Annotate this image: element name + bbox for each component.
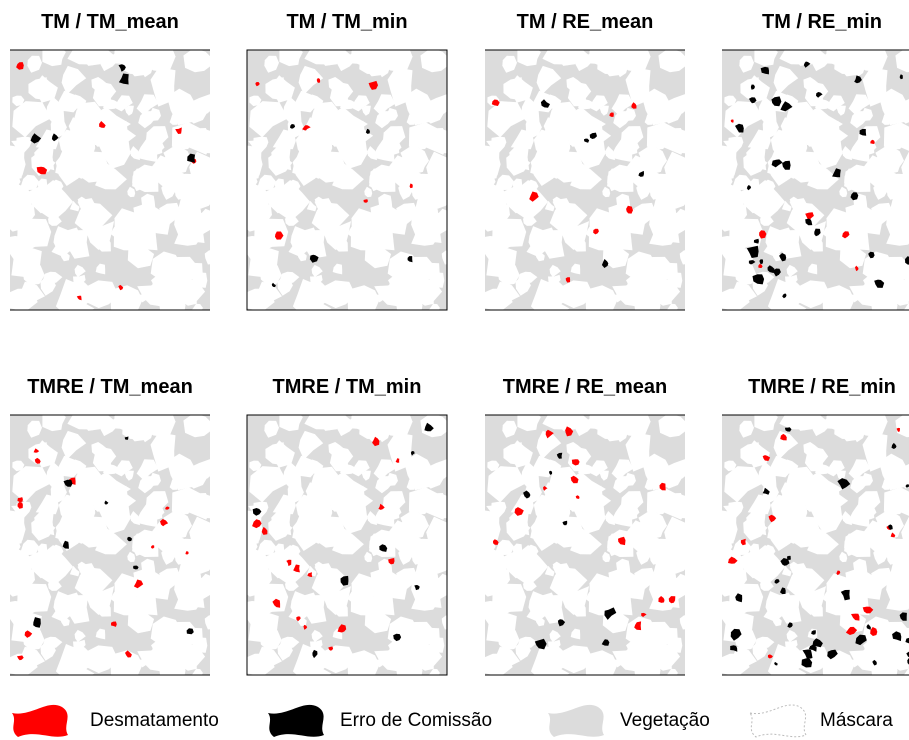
- legend-swatch: [548, 705, 604, 737]
- figure: TM / TM_mean TM / TM_min TM / RE_mean TM / …: [0, 0, 909, 740]
- mask-area: [467, 145, 500, 181]
- map: [467, 404, 698, 691]
- mask-area: [822, 650, 854, 686]
- panel-title: TM / RE_mean: [517, 11, 654, 33]
- panel-title: TMRE / TM_mean: [27, 376, 193, 398]
- panel-title: TMRE / TM_min: [273, 376, 422, 398]
- panel-title: TMRE / RE_min: [748, 376, 896, 398]
- legend-swatch: [268, 705, 324, 737]
- mask-area: [729, 584, 763, 612]
- mask-area: [347, 285, 379, 321]
- map: [0, 404, 223, 691]
- panel-title: TM / TM_min: [286, 11, 407, 33]
- legend-label: Máscara: [820, 710, 893, 731]
- mask-area: [704, 145, 737, 181]
- mask-area: [110, 285, 142, 321]
- legend-label: Desmatamento: [90, 710, 219, 731]
- mask-area: [229, 145, 262, 181]
- legend-swatch: [12, 705, 68, 737]
- map: [229, 39, 460, 326]
- mask-area: [254, 219, 288, 247]
- map: [467, 39, 698, 326]
- mask-area: [347, 650, 379, 686]
- mask-area: [585, 285, 617, 321]
- panel-title: TM / TM_mean: [41, 11, 179, 33]
- map: [704, 404, 909, 691]
- legend-label: Erro de Comissão: [340, 710, 492, 731]
- mask-area: [704, 510, 737, 546]
- mask-area: [254, 584, 288, 612]
- mask-area: [822, 285, 854, 321]
- panel-title: TMRE / RE_mean: [503, 376, 667, 398]
- mask-area: [17, 584, 51, 612]
- mask-area: [110, 650, 142, 686]
- map: [229, 404, 460, 691]
- legend-swatch: [750, 705, 806, 737]
- mask-area: [17, 219, 51, 247]
- panel-title: TM / RE_min: [762, 11, 882, 33]
- mask-area: [492, 584, 526, 612]
- legend-label: Vegetação: [620, 710, 710, 731]
- map: [0, 39, 223, 326]
- mask-area: [585, 650, 617, 686]
- mask-area: [492, 219, 526, 247]
- map: [704, 39, 909, 326]
